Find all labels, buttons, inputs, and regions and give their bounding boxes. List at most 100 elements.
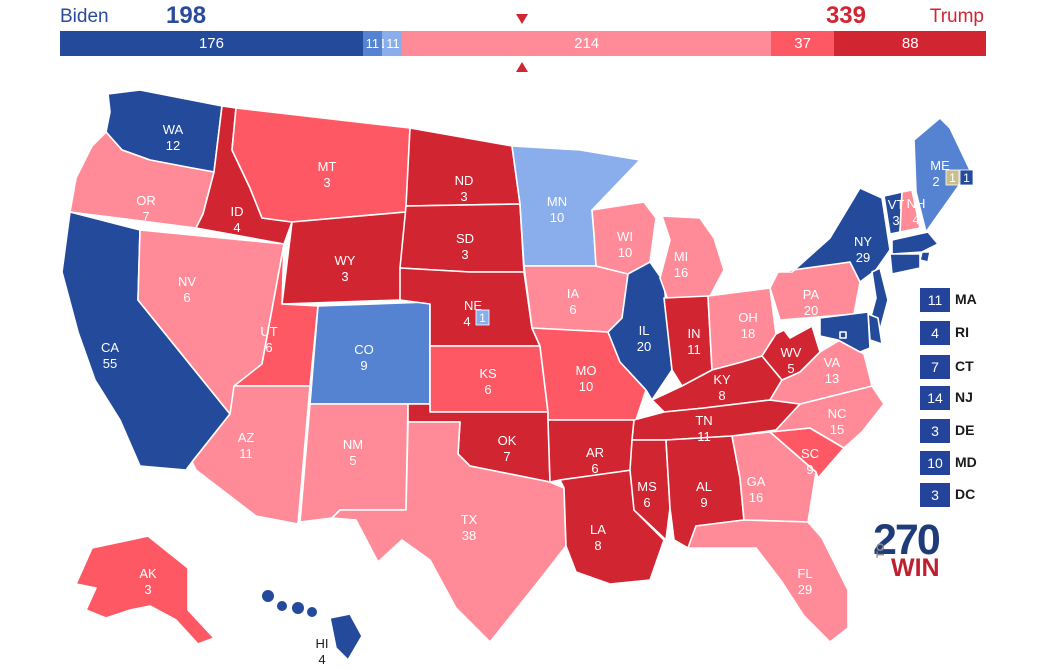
hawaii-island[interactable] [277, 601, 287, 611]
state-label-abbr: KY [713, 372, 731, 387]
state-label-abbr: UT [260, 324, 277, 339]
state-label-ev: 20 [637, 339, 651, 354]
state-label-abbr: ID [231, 204, 244, 219]
state-label-ev: 2 [932, 174, 939, 189]
small-state-abbr: MA [955, 291, 977, 307]
state-label-ev: 9 [700, 495, 707, 510]
small-state-ev: 14 [920, 386, 950, 410]
district-box[interactable] [959, 169, 974, 186]
district-box-label: 1 [479, 311, 486, 325]
state-label-ev: 9 [360, 358, 367, 373]
small-state-md[interactable]: 10 MD [920, 451, 1030, 475]
state-label-abbr: MS [637, 479, 657, 494]
state-label-ev: 55 [103, 356, 117, 371]
small-state-abbr: DE [955, 422, 975, 438]
state-label-abbr: TX [461, 512, 478, 527]
state-label-ev: 16 [749, 490, 763, 505]
state-nh[interactable] [899, 189, 921, 233]
small-state-ev: 11 [920, 288, 950, 312]
ev-bar-segment: 214 [402, 31, 771, 56]
small-state-ev: 7 [920, 355, 950, 379]
state-label-ev: 11 [697, 429, 711, 444]
state-label-abbr: NM [343, 437, 363, 452]
state-ma[interactable] [891, 231, 939, 255]
state-label-ev: 6 [484, 382, 491, 397]
majority-marker-bottom-icon [516, 62, 528, 72]
270towin-logo: 270 TO WIN [873, 518, 953, 584]
right-electoral-total: 339 [825, 2, 866, 29]
logo-to: TO [875, 542, 887, 558]
district-box[interactable] [475, 309, 490, 326]
logo-number: 270 [873, 516, 941, 564]
state-label-abbr: HI [316, 636, 329, 651]
left-electoral-total: 198 [166, 2, 207, 29]
state-label-abbr: WV [781, 345, 802, 360]
state-label-abbr: NY [854, 234, 872, 249]
state-label-abbr: CO [354, 342, 374, 357]
state-label-ev: 38 [462, 528, 476, 543]
state-label-ev: 8 [594, 538, 601, 553]
state-ak[interactable] [75, 535, 215, 645]
state-label-abbr: WI [617, 229, 633, 244]
state-label-abbr: IL [639, 323, 650, 338]
ev-bar-segment: 37 [770, 31, 835, 56]
electoral-vote-bar: 176111112143788 [60, 31, 986, 56]
state-label-abbr: GA [747, 474, 766, 489]
state-label-ev: 3 [892, 213, 899, 228]
small-state-ev: 3 [920, 419, 950, 443]
state-label-abbr: CA [101, 340, 119, 355]
state-label-ev: 7 [142, 209, 149, 224]
state-label-ev: 16 [674, 265, 688, 280]
state-ri[interactable] [919, 251, 931, 263]
state-label-ev: 3 [341, 269, 348, 284]
state-label-abbr: FL [797, 566, 812, 581]
hawaii-island[interactable] [262, 590, 274, 602]
state-label-ev: 11 [687, 342, 701, 357]
state-label-abbr: LA [590, 522, 606, 537]
small-state-abbr: MD [955, 454, 977, 470]
state-label-abbr: AL [696, 479, 712, 494]
state-label-abbr: VT [888, 197, 905, 212]
state-label-ev: 6 [183, 290, 190, 305]
state-fl[interactable] [687, 519, 849, 643]
majority-marker-top-icon [516, 14, 528, 24]
state-label-abbr: VA [824, 355, 841, 370]
state-label-ev: 4 [912, 212, 919, 227]
state-label-abbr: NH [907, 196, 926, 211]
state-label-abbr: MT [318, 159, 337, 174]
state-label-abbr: NC [828, 406, 847, 421]
small-state-abbr: NJ [955, 389, 973, 405]
hawaii-island[interactable] [292, 602, 304, 614]
state-label-ev: 20 [804, 303, 818, 318]
small-state-de[interactable]: 3 DE [920, 419, 1030, 443]
state-label-abbr: PA [803, 287, 820, 302]
small-state-ev: 10 [920, 451, 950, 475]
state-hi[interactable] [329, 613, 363, 661]
results-header: Biden 198 339 Trump 176111112143788 [0, 0, 1050, 80]
small-state-nj[interactable]: 14 NJ [920, 386, 1030, 410]
small-state-abbr: RI [955, 324, 969, 340]
state-dc[interactable] [839, 331, 847, 339]
state-label-ev: 12 [166, 138, 180, 153]
small-state-dc[interactable]: 3 DC [920, 483, 1030, 507]
left-candidate-name: Biden [60, 6, 109, 27]
state-label-abbr: OK [498, 433, 517, 448]
state-label-abbr: IA [567, 286, 580, 301]
state-wv[interactable] [761, 325, 821, 381]
state-mi[interactable] [659, 215, 725, 301]
small-state-ma[interactable]: 11 MA [920, 288, 1030, 312]
district-box[interactable] [945, 169, 960, 186]
state-label-ev: 29 [798, 582, 812, 597]
state-label-ev: 11 [239, 446, 253, 461]
state-label-abbr: OR [136, 193, 156, 208]
small-state-ri[interactable]: 4 RI [920, 321, 1030, 345]
state-ct[interactable] [889, 253, 921, 275]
state-ny[interactable] [777, 187, 891, 283]
state-tx[interactable] [331, 421, 567, 643]
state-label-ev: 13 [825, 371, 839, 386]
hawaii-island[interactable] [307, 607, 317, 617]
state-az[interactable] [191, 385, 311, 525]
state-il[interactable] [607, 261, 673, 401]
small-state-ct[interactable]: 7 CT [920, 355, 1030, 379]
state-label-ev: 8 [718, 388, 725, 403]
